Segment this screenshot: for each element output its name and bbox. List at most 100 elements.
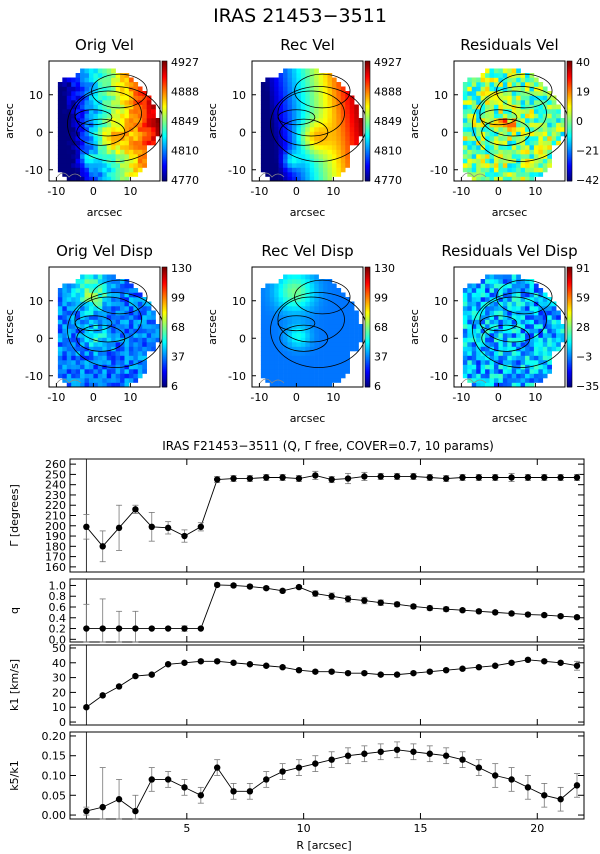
contour-lines bbox=[270, 279, 368, 368]
map-pixel bbox=[57, 346, 63, 352]
map-pixel bbox=[300, 118, 306, 123]
map-pixel bbox=[354, 319, 359, 325]
colorbar-segment bbox=[162, 101, 167, 104]
map-pixel bbox=[274, 131, 279, 137]
map-pixel bbox=[327, 342, 333, 347]
map-pixel bbox=[520, 109, 526, 114]
map-pixel bbox=[124, 109, 130, 114]
map-pixel bbox=[507, 346, 513, 352]
map-pixel bbox=[75, 167, 81, 173]
map-pixel bbox=[480, 324, 486, 329]
colorbar-segment bbox=[567, 375, 572, 378]
map-pixel bbox=[128, 100, 134, 105]
gamma-data-point bbox=[115, 524, 123, 532]
map-pixel bbox=[137, 109, 143, 114]
colorbar-segment bbox=[365, 165, 370, 168]
x-tick-label: 15 bbox=[413, 822, 427, 835]
map-pixel bbox=[323, 109, 328, 114]
map-pixel bbox=[111, 113, 116, 119]
map-pixel bbox=[142, 360, 147, 365]
map-pixel bbox=[133, 158, 139, 164]
map-pixel bbox=[128, 351, 134, 356]
map-pixel bbox=[309, 319, 315, 325]
map-pixel bbox=[291, 104, 297, 110]
map-pixel bbox=[291, 319, 297, 325]
colorbar-segment bbox=[162, 91, 167, 94]
map-pixel bbox=[57, 82, 63, 87]
map-pixel bbox=[476, 297, 481, 302]
x-tick-label: 10 bbox=[326, 391, 340, 404]
map-pixel bbox=[336, 301, 342, 307]
map-pixel bbox=[547, 346, 552, 352]
gamma-data-point bbox=[426, 474, 433, 481]
map-pixel bbox=[485, 355, 490, 361]
map-pixel bbox=[525, 167, 530, 173]
map-pixel bbox=[80, 333, 85, 338]
map-pixel bbox=[269, 301, 275, 307]
x-tick-label: 20 bbox=[530, 822, 544, 835]
map-pixel bbox=[498, 95, 504, 101]
map-pixel bbox=[84, 122, 90, 128]
colorbar-tick-label: 4888 bbox=[171, 86, 199, 99]
map-pixel bbox=[551, 127, 557, 132]
map-pixel bbox=[331, 109, 337, 114]
map-pixel bbox=[128, 292, 134, 298]
map-pixel bbox=[305, 382, 311, 388]
map-pixel bbox=[305, 104, 311, 110]
contour bbox=[56, 378, 82, 384]
map-pixel bbox=[111, 288, 116, 293]
map-pixel bbox=[124, 86, 130, 92]
map-pixel bbox=[349, 127, 355, 132]
map-pixel bbox=[516, 145, 521, 150]
map-pixel bbox=[318, 154, 324, 159]
map-pixel bbox=[327, 95, 333, 101]
gamma-data-point bbox=[148, 523, 155, 530]
map-pixel bbox=[327, 297, 333, 302]
map-pixel bbox=[66, 324, 72, 329]
map-pixel bbox=[71, 292, 76, 298]
colorbar-segment bbox=[162, 293, 167, 296]
map-pixel bbox=[305, 319, 311, 325]
map-pixel bbox=[287, 95, 293, 101]
q-data-point bbox=[132, 625, 139, 632]
map-pixel bbox=[88, 315, 94, 320]
map-pixel bbox=[533, 109, 539, 114]
map-pixel bbox=[283, 319, 288, 325]
map-pixel bbox=[283, 333, 288, 338]
map-pixel bbox=[538, 333, 544, 338]
map-pixel bbox=[287, 292, 293, 298]
map-pixel bbox=[345, 297, 350, 302]
colorbar-segment bbox=[567, 313, 572, 316]
map-pixel bbox=[507, 176, 513, 182]
map-pixel bbox=[480, 86, 486, 92]
map-pixel bbox=[318, 82, 324, 87]
gamma-axis-label: Γ [degrees] bbox=[8, 484, 21, 547]
colorbar-segment bbox=[365, 65, 370, 68]
map-pixel bbox=[327, 118, 333, 123]
colorbar-segment bbox=[365, 109, 370, 112]
map-pixel bbox=[274, 154, 279, 159]
map-pixel bbox=[471, 140, 477, 146]
map-pixel bbox=[358, 131, 364, 137]
k1-series-line bbox=[86, 659, 578, 708]
map-pixel bbox=[327, 145, 333, 150]
map-pixel bbox=[516, 167, 521, 173]
colorbar-segment bbox=[365, 157, 370, 160]
map-pixel bbox=[318, 319, 324, 325]
map-pixel bbox=[128, 86, 134, 92]
map-pixel bbox=[84, 333, 90, 338]
q-data-point bbox=[541, 611, 548, 619]
colorbar-segment bbox=[162, 299, 167, 302]
map-pixel bbox=[133, 324, 139, 329]
map-pixel bbox=[485, 274, 490, 280]
map-pixel bbox=[80, 292, 85, 298]
k5k1-data-point bbox=[148, 776, 155, 783]
q-data-point bbox=[164, 625, 172, 632]
map-pixel bbox=[128, 337, 134, 343]
map-pixel bbox=[349, 301, 355, 307]
map-pixel bbox=[345, 342, 350, 347]
contour bbox=[91, 279, 148, 315]
map-pixel bbox=[283, 306, 288, 311]
colorbar-segment bbox=[567, 355, 572, 358]
map-pixel bbox=[84, 163, 90, 168]
